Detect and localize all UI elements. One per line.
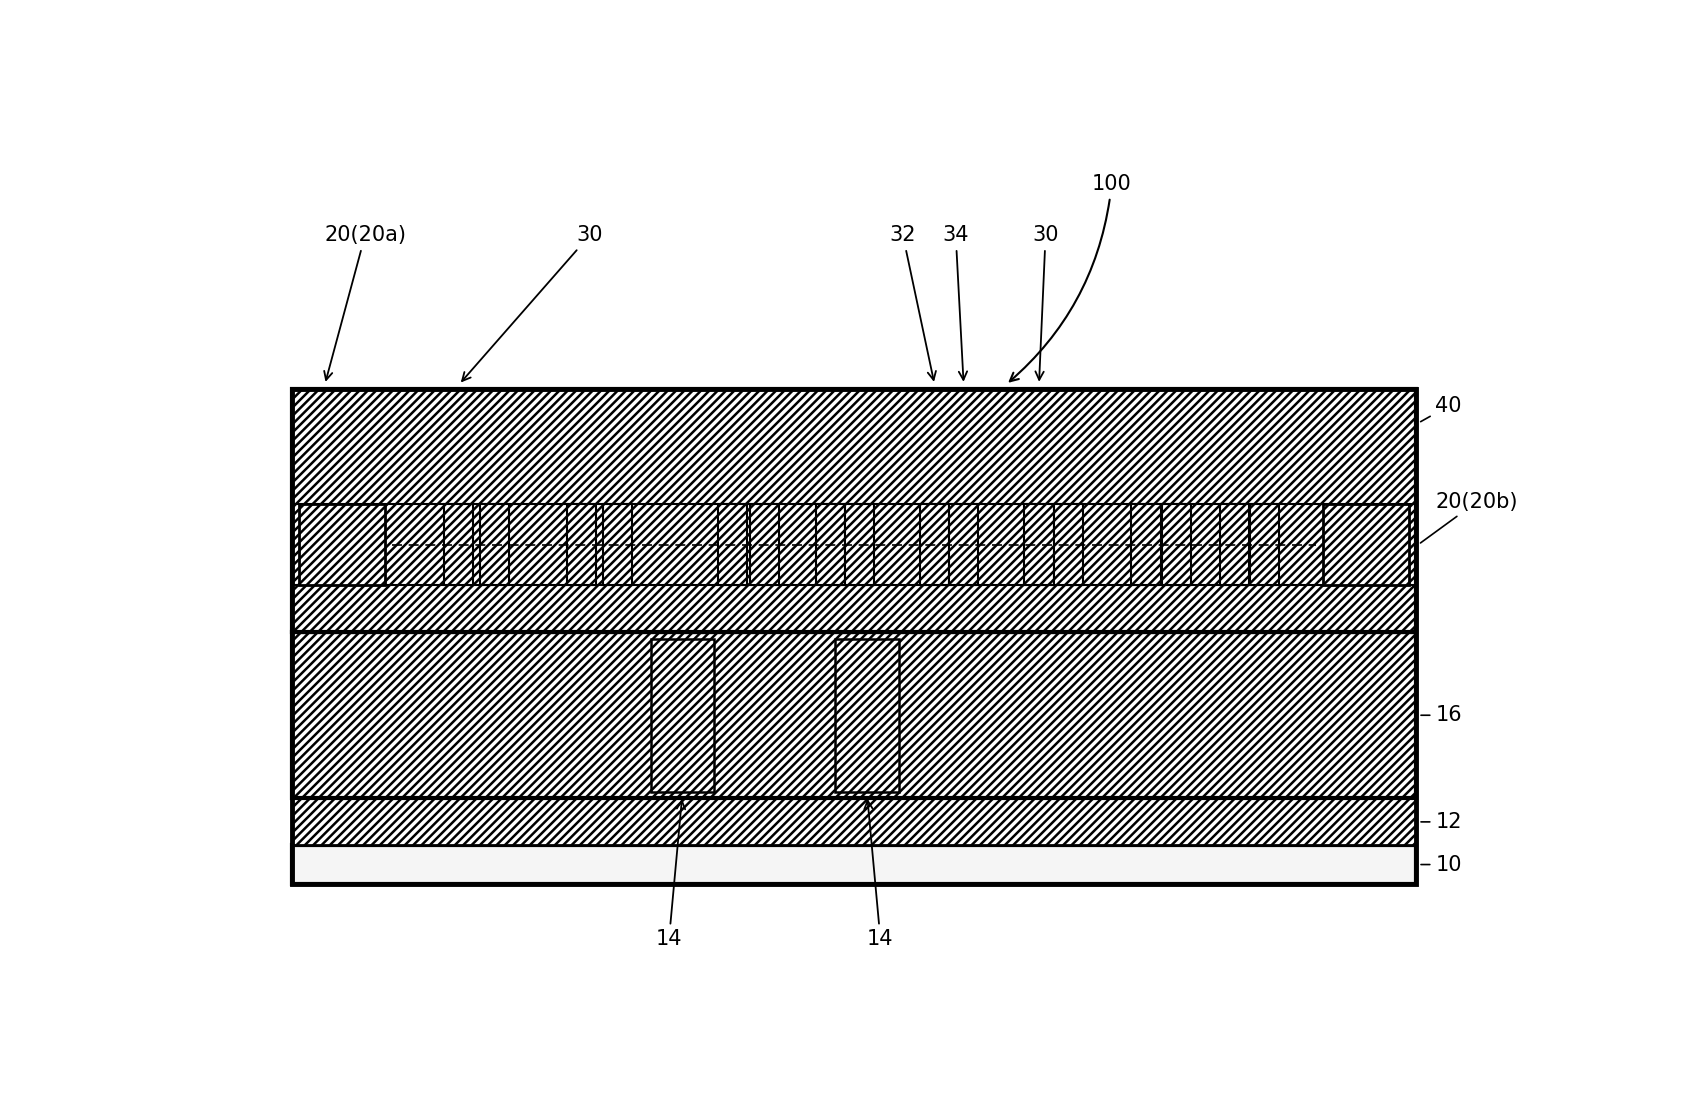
Text: 14: 14 <box>656 801 685 950</box>
Bar <box>1250 504 1279 585</box>
Bar <box>445 504 474 585</box>
Text: 20(20a): 20(20a) <box>324 225 406 380</box>
Bar <box>950 504 979 585</box>
Bar <box>835 639 899 791</box>
Bar <box>1054 504 1083 585</box>
Text: 40: 40 <box>1420 396 1461 422</box>
Text: 32: 32 <box>890 225 936 380</box>
Bar <box>750 504 779 585</box>
Bar <box>298 504 385 585</box>
Text: 30: 30 <box>462 225 604 381</box>
Bar <box>921 504 950 585</box>
Text: 16: 16 <box>1420 705 1461 726</box>
Bar <box>1025 504 1054 585</box>
Bar <box>568 504 597 585</box>
Bar <box>844 504 873 585</box>
Bar <box>293 389 1415 884</box>
Text: 34: 34 <box>943 225 968 380</box>
Bar <box>718 504 747 585</box>
Bar <box>293 389 1415 632</box>
Bar <box>1221 504 1250 585</box>
Bar <box>293 845 1415 884</box>
Bar <box>481 504 510 585</box>
Text: 100: 100 <box>1009 174 1132 381</box>
Text: 12: 12 <box>1420 812 1461 832</box>
Text: 20(20b): 20(20b) <box>1420 492 1517 543</box>
Bar <box>604 504 633 585</box>
Text: 14: 14 <box>864 801 893 950</box>
Text: 10: 10 <box>1420 854 1461 874</box>
Bar <box>1132 504 1161 585</box>
Bar <box>815 504 844 585</box>
Text: 30: 30 <box>1032 225 1059 380</box>
Bar <box>651 639 714 791</box>
Bar <box>293 632 1415 799</box>
Bar <box>1323 504 1408 585</box>
Bar <box>1161 504 1190 585</box>
Bar <box>293 799 1415 845</box>
